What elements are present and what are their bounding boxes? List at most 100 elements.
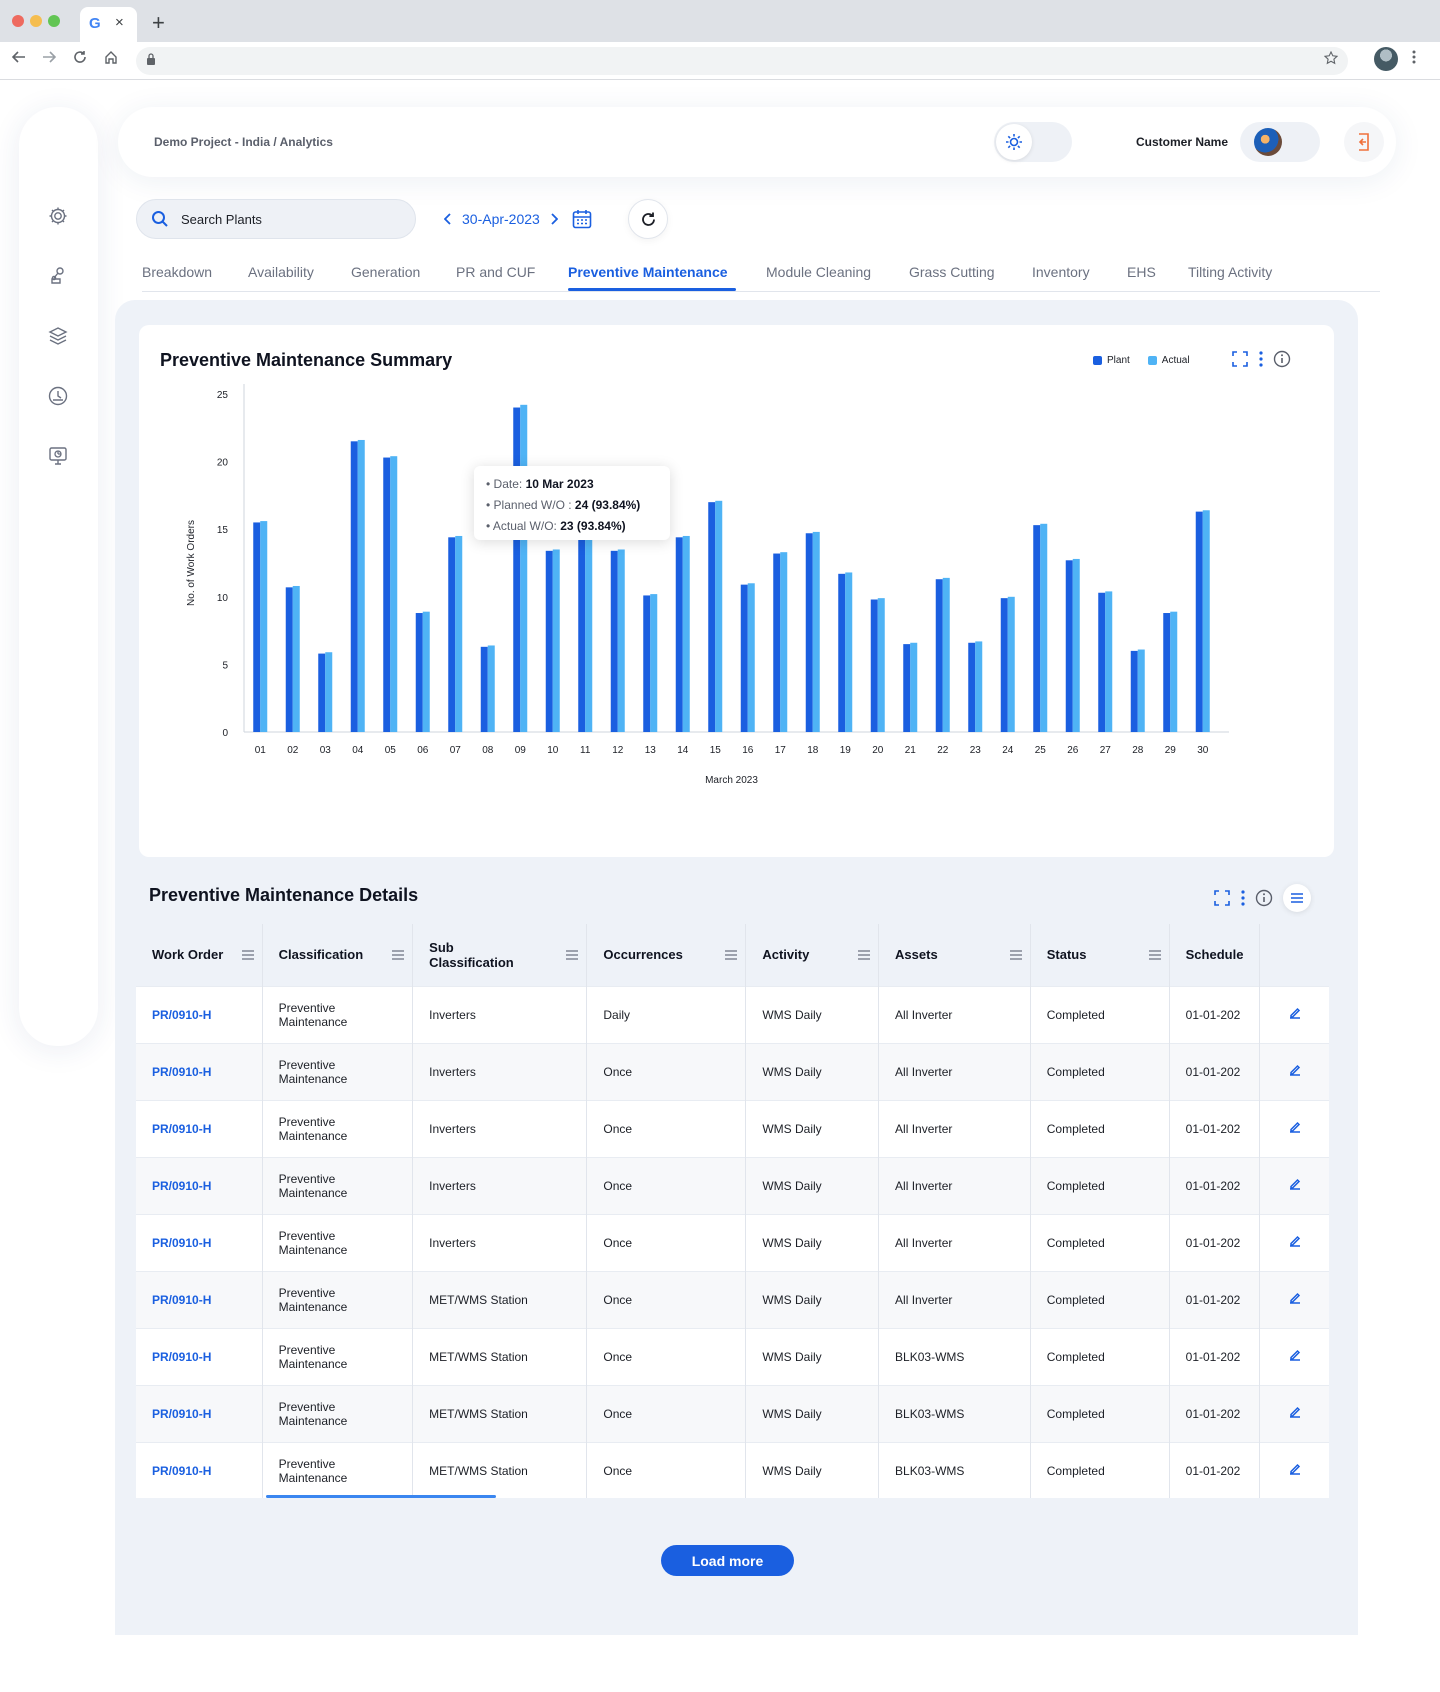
column-menu-icon[interactable] [241, 950, 254, 960]
edit-icon[interactable] [1288, 1462, 1302, 1476]
occurrences-cell: Once [586, 1099, 747, 1157]
reload-icon[interactable] [73, 50, 87, 64]
calendar-icon[interactable] [572, 209, 592, 229]
column-menu-icon[interactable] [1009, 950, 1022, 960]
column-header-sub-classification[interactable]: Sub Classification [412, 924, 588, 986]
edit-icon[interactable] [1288, 1120, 1302, 1134]
tab-grass-cutting[interactable]: Grass Cutting [909, 264, 995, 280]
expand-icon[interactable] [1231, 350, 1249, 368]
table-row[interactable]: PR/0910-H Preventive Maintenance MET/WMS S… [136, 1327, 1329, 1385]
table-row[interactable]: PR/0910-H Preventive Maintenance MET/WMS S… [136, 1270, 1329, 1328]
edit-icon[interactable] [1288, 1291, 1302, 1305]
layers-icon[interactable] [47, 325, 69, 347]
table-row[interactable]: PR/0910-H Preventive Maintenance MET/WMS S… [136, 1441, 1329, 1498]
column-menu-icon[interactable] [725, 950, 738, 960]
edit-icon[interactable] [1288, 1177, 1302, 1191]
column-menu-button[interactable] [1283, 884, 1311, 912]
address-bar[interactable] [136, 47, 1348, 75]
column-menu-icon[interactable] [858, 950, 871, 960]
edit-icon[interactable] [1288, 1405, 1302, 1419]
tab-inventory[interactable]: Inventory [1032, 264, 1090, 280]
theme-toggle[interactable] [994, 122, 1072, 162]
column-header-assets[interactable]: Assets [878, 924, 1031, 986]
column-menu-icon[interactable] [1148, 950, 1161, 960]
table-row[interactable]: PR/0910-H Preventive Maintenance Inverters… [136, 1042, 1329, 1100]
close-tab-icon[interactable]: × [115, 14, 124, 31]
table-row[interactable]: PR/0910-H Preventive Maintenance Inverters… [136, 1156, 1329, 1214]
work-order-link[interactable]: PR/0910-H [136, 1384, 263, 1442]
load-more-button[interactable]: Load more [661, 1545, 794, 1576]
work-order-link[interactable]: PR/0910-H [136, 1042, 263, 1100]
work-order-link[interactable]: PR/0910-H [136, 1099, 263, 1157]
column-menu-icon[interactable] [566, 950, 579, 960]
sub-classification-cell: MET/WMS Station [412, 1441, 588, 1498]
table-row[interactable]: PR/0910-H Preventive Maintenance MET/WMS S… [136, 1384, 1329, 1442]
tab-preventive-maintenance[interactable]: Preventive Maintenance [568, 264, 728, 280]
edit-icon[interactable] [1288, 1006, 1302, 1020]
tab-pr-and-cuf[interactable]: PR and CUF [456, 264, 536, 280]
more-options-icon[interactable] [1259, 351, 1263, 367]
bookmark-star-icon[interactable] [1324, 51, 1338, 65]
column-header-status[interactable]: Status [1030, 924, 1170, 986]
tab-breakdown[interactable]: Breakdown [142, 264, 213, 280]
tab-tilting-activity[interactable]: Tilting Activity [1188, 264, 1273, 280]
tab-ehs[interactable]: EHS [1127, 264, 1156, 280]
browser-profile-avatar[interactable] [1374, 47, 1398, 71]
schedule-cell: 01-01-202 [1169, 1384, 1261, 1442]
user-menu[interactable] [1240, 122, 1320, 162]
back-icon[interactable] [12, 50, 26, 64]
schedule-cell: 01-01-202 [1169, 1042, 1261, 1100]
work-order-link[interactable]: PR/0910-H [136, 1213, 263, 1271]
tab-generation[interactable]: Generation [351, 264, 421, 280]
column-header-schedule[interactable]: Schedule [1169, 924, 1261, 986]
column-header-occurrences[interactable]: Occurrences [586, 924, 747, 986]
home-icon[interactable] [104, 50, 118, 64]
tab-module-cleaning[interactable]: Module Cleaning [766, 264, 872, 280]
chevron-right-icon[interactable] [550, 213, 558, 225]
activity-cell: WMS Daily [745, 1384, 880, 1442]
logout-button[interactable] [1344, 122, 1384, 162]
table-row[interactable]: PR/0910-H Preventive Maintenance Inverters… [136, 985, 1329, 1043]
legend-item-plant[interactable]: Plant [1093, 355, 1130, 366]
refresh-button[interactable] [628, 199, 668, 239]
maximize-window-button[interactable] [48, 15, 60, 27]
table-horizontal-scrollbar[interactable] [266, 1495, 496, 1498]
browser-tab[interactable]: G × [80, 7, 137, 42]
work-order-link[interactable]: PR/0910-H [136, 1156, 263, 1214]
table-row[interactable]: PR/0910-H Preventive Maintenance Inverters… [136, 1213, 1329, 1271]
forward-icon[interactable] [42, 50, 56, 64]
legend-item-actual[interactable]: Actual [1147, 355, 1190, 366]
column-header-work-order[interactable]: Work Order [136, 924, 263, 986]
new-tab-button[interactable]: + [152, 10, 165, 35]
browser-menu-icon[interactable] [1412, 50, 1416, 64]
close-window-button[interactable] [12, 15, 24, 27]
table-more-options-icon[interactable] [1241, 890, 1245, 906]
edit-icon[interactable] [1288, 1348, 1302, 1362]
minimize-window-button[interactable] [30, 15, 42, 27]
chevron-left-icon[interactable] [444, 213, 452, 225]
settings-gear-icon[interactable] [47, 205, 69, 227]
info-icon[interactable] [1273, 350, 1291, 368]
edit-icon[interactable] [1288, 1063, 1302, 1077]
table-expand-icon[interactable] [1213, 889, 1231, 907]
chart-legend: Plant Actual [1093, 355, 1190, 366]
table-info-icon[interactable] [1255, 889, 1273, 907]
sub-classification-cell: MET/WMS Station [412, 1327, 588, 1385]
assets-cell: All Inverter [878, 1042, 1031, 1100]
column-menu-icon[interactable] [392, 950, 405, 960]
work-order-link[interactable]: PR/0910-H [136, 1270, 263, 1328]
monitor-chart-icon[interactable] [47, 445, 69, 467]
edit-icon[interactable] [1288, 1234, 1302, 1248]
robot-arm-icon[interactable] [47, 265, 69, 287]
search-plants-input[interactable] [181, 209, 401, 229]
work-order-link[interactable]: PR/0910-H [136, 985, 263, 1043]
column-header-activity[interactable]: Activity [745, 924, 880, 986]
column-header-classification[interactable]: Classification [262, 924, 414, 986]
table-row[interactable]: PR/0910-H Preventive Maintenance Inverters… [136, 1099, 1329, 1157]
work-order-link[interactable]: PR/0910-H [136, 1441, 263, 1498]
tab-availability[interactable]: Availability [248, 264, 314, 280]
dashboard-gauge-icon[interactable] [47, 385, 69, 407]
top-header: Demo Project - India / Analytics Custome… [118, 107, 1396, 177]
current-date[interactable]: 30-Apr-2023 [462, 211, 540, 227]
work-order-link[interactable]: PR/0910-H [136, 1327, 263, 1385]
